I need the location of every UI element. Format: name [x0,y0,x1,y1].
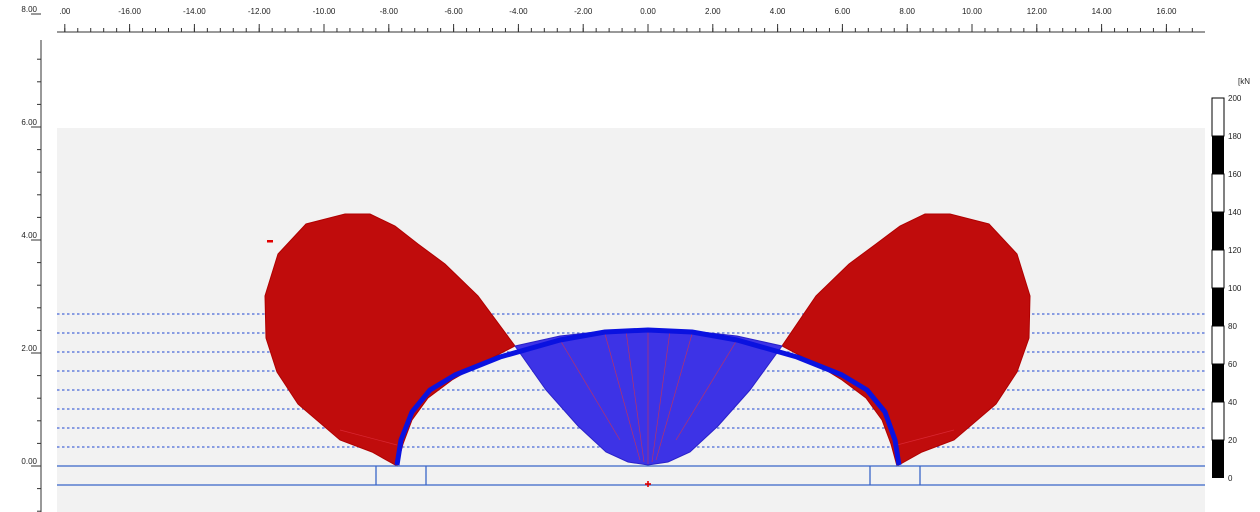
legend-segment [1212,136,1224,174]
top-ruler-label: -6.00 [444,7,463,16]
legend-segment [1211,97,1225,137]
legend-segment [1212,288,1224,326]
legend-segment [1212,440,1224,478]
legend-label: 180 [1228,132,1242,141]
legend-segment [1211,401,1225,441]
base-slab [57,465,1205,486]
legend-label: 140 [1228,208,1242,217]
top-ruler-label: -16.00 [118,7,141,16]
legend-label: 160 [1228,170,1242,179]
legend-segment [1211,173,1225,213]
top-ruler-label: .00 [59,7,71,16]
legend-segment [1211,325,1225,365]
point-marker[interactable] [267,240,273,243]
legend-label: 200 [1228,94,1242,103]
left-ruler: 10.008.006.004.002.000.00 [21,5,42,512]
unit-label: [kN [1238,77,1250,86]
force-hatch-lines [339,330,955,464]
arch-structure[interactable] [394,327,902,466]
legend-label: 120 [1228,246,1242,255]
left-ruler-label: 4.00 [21,231,37,240]
left-ruler-label: 6.00 [21,118,37,127]
top-ruler-label: 8.00 [899,7,915,16]
legend-label: 60 [1228,360,1237,369]
legend-segment [1212,364,1224,402]
left-ruler-label: 2.00 [21,344,37,353]
top-ruler-label: -4.00 [509,7,528,16]
right-positive-force-diagram [781,213,1031,467]
top-ruler-label: 4.00 [770,7,786,16]
top-ruler-label: -8.00 [380,7,399,16]
top-ruler-label: 10.00 [962,7,983,16]
top-ruler-label: 0.00 [640,7,656,16]
legend-label: 40 [1228,398,1237,407]
top-ruler: .00 -16.00 -14.00 -12.00 -10.00 -8.00 -6.00 -4.… [57,7,1205,33]
legend-label: 100 [1228,284,1242,293]
left-ruler-label: 0.00 [21,457,37,466]
top-ruler-label: -2.00 [574,7,593,16]
top-ruler-label: 16.00 [1156,7,1177,16]
top-ruler-label: 2.00 [705,7,721,16]
legend-label: 80 [1228,322,1237,331]
left-positive-force-diagram [264,213,516,467]
top-ruler-label: -14.00 [183,7,206,16]
legend-segment [1211,249,1225,289]
top-ruler-label: -12.00 [248,7,271,16]
top-ruler-label: 14.00 [1092,7,1113,16]
top-ruler-label: 6.00 [835,7,851,16]
top-ruler-label: 12.00 [1027,7,1048,16]
legend-label: 20 [1228,436,1237,445]
left-ruler-label: 8.00 [21,5,37,14]
legend-label: 0 [1228,474,1233,483]
top-ruler-label: -10.00 [313,7,336,16]
origin-marker[interactable] [645,481,651,487]
legend-segment [1212,212,1224,250]
